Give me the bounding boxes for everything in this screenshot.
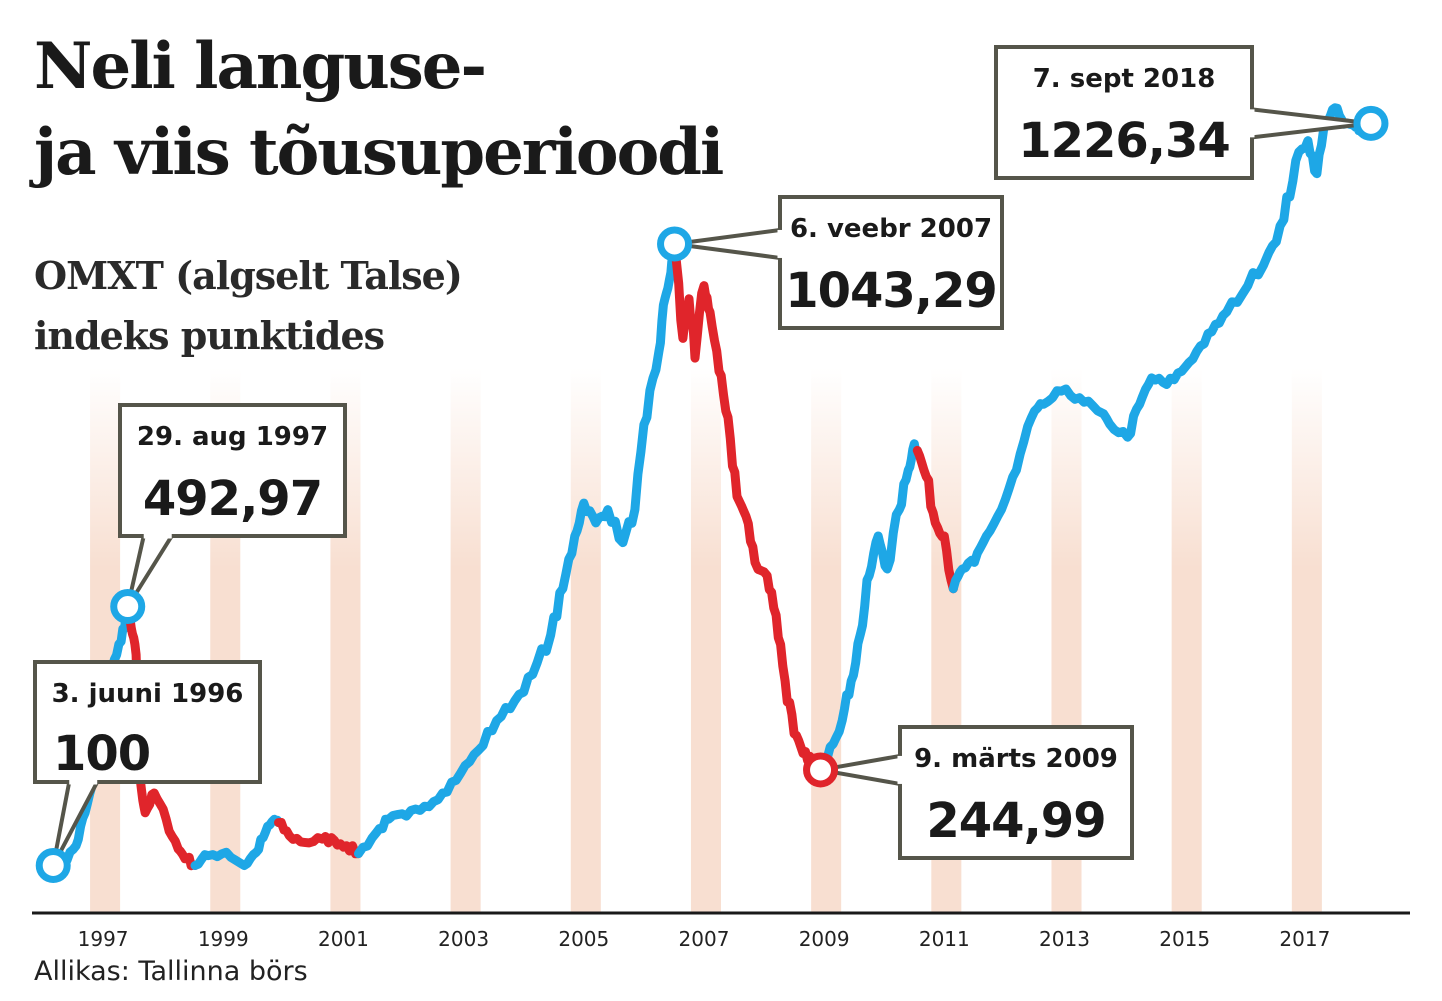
series-segment-5-rise (354, 239, 679, 859)
peak-trough-markers (35, 105, 1389, 883)
marker-ring-3 (657, 226, 693, 262)
series-segment-7-rise (816, 439, 922, 775)
callout-box-1 (33, 660, 262, 784)
x-tick-label-2005: 2005 (558, 927, 609, 951)
callout-date-1: 3. juuni 1996 (52, 679, 244, 709)
series-segment-2-fall (123, 602, 200, 871)
marker-ring-2 (110, 589, 146, 625)
chart-title: Neli languse- ja viis tõusuperioodi (34, 24, 724, 196)
callout-5: 7. sept 2018 1226,34 (994, 45, 1255, 180)
marker-ring-5 (1353, 105, 1389, 141)
x-tick-label-2013: 2013 (1039, 927, 1090, 951)
callout-value-3: 1043,29 (785, 263, 997, 319)
value-callouts: 3. juuni 1996 100 29. aug 1997 492,97 6. vee… (33, 45, 1255, 860)
chart-title-line-2: ja viis tõusuperioodi (34, 115, 724, 190)
callout-3: 6. veebr 2007 1043,29 (777, 195, 1004, 330)
source-note: Allikas: Tallinna börs (34, 956, 308, 987)
x-tick-label-1997: 1997 (78, 927, 129, 951)
x-tick-label-2015: 2015 (1159, 927, 1210, 951)
x-axis: 1997 1999 2001 2003 2005 2007 2009 2011 2013 2015… (32, 911, 1410, 951)
x-tick-label-2007: 2007 (679, 927, 730, 951)
series-segment-4-fall (274, 818, 363, 859)
callout-box-2 (118, 403, 347, 538)
callout-box-5 (994, 45, 1254, 180)
chart-title-line-1: Neli languse- (34, 29, 487, 104)
marker-ring-4 (803, 752, 839, 788)
callout-date-2: 29. aug 1997 (137, 422, 328, 452)
callout-value-5: 1226,34 (1018, 113, 1230, 169)
marker-ring-1 (35, 847, 71, 883)
callout-2: 29. aug 1997 492,97 (118, 403, 347, 539)
x-tick-label-2003: 2003 (438, 927, 489, 951)
chart-subtitle-line-2: indeks punktides (34, 313, 385, 358)
callout-date-5: 7. sept 2018 (1033, 64, 1216, 94)
chart-subtitle: OMXT (algselt Talse) indeks punktides (34, 246, 463, 366)
series-segment-6-fall (670, 239, 825, 775)
callout-1: 3. juuni 1996 100 (33, 660, 262, 785)
callout-4: 9. märts 2009 244,99 (897, 725, 1134, 860)
callout-date-4: 9. märts 2009 (914, 744, 1118, 774)
chart-subtitle-line-1: OMXT (algselt Talse) (34, 253, 463, 298)
callout-date-3: 6. veebr 2007 (790, 214, 992, 244)
callout-box-4 (898, 725, 1134, 860)
callout-value-1: 100 (53, 726, 150, 782)
x-tick-label-2001: 2001 (318, 927, 369, 951)
series-segment-8-fall (912, 445, 958, 594)
series-segment-3-rise (190, 814, 283, 870)
x-tick-label-2017: 2017 (1279, 927, 1330, 951)
callout-value-4: 244,99 (926, 793, 1105, 849)
callout-value-2: 492,97 (143, 471, 322, 527)
callout-pointer-5 (1250, 107, 1372, 140)
x-tick-label-1999: 1999 (198, 927, 249, 951)
callout-box-3 (778, 195, 1004, 330)
x-tick-label-2011: 2011 (919, 927, 970, 951)
x-tick-label-2009: 2009 (799, 927, 850, 951)
